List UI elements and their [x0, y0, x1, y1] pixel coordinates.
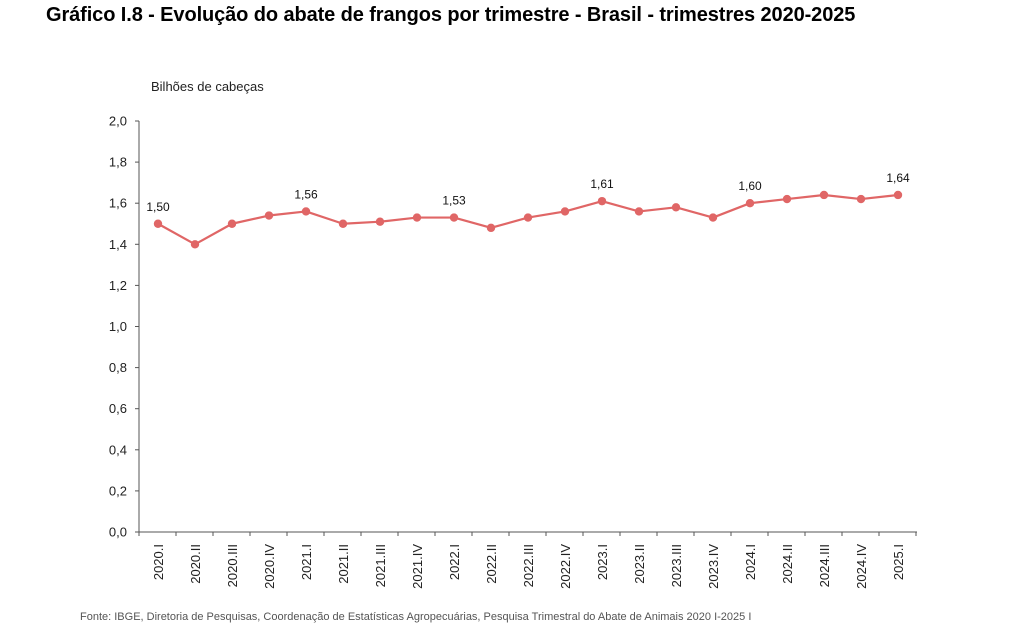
data-point [856, 194, 866, 204]
y-axis-ticks: 0,0 0,2 0,4 0,6 0,8 1,0 1,2 1,4 1,6 1,8 2,0 [109, 114, 139, 540]
x-tick-label: 2020.I [151, 544, 166, 580]
data-label: 1,56 [294, 187, 318, 201]
y-tick-label: 0,0 [109, 525, 127, 540]
x-tick-label: 2020.II [188, 544, 203, 584]
data-point [560, 207, 570, 216]
data-point [634, 207, 644, 216]
data-point [412, 213, 422, 222]
data-label: 1,60 [738, 179, 762, 193]
data-label: 1,50 [146, 200, 170, 214]
data-point [523, 213, 533, 222]
x-tick-label: 2021.II [336, 544, 351, 584]
x-tick-label: 2023.IV [706, 544, 721, 589]
x-tick-label: 2022.IV [558, 544, 573, 589]
data-point [338, 219, 348, 228]
data-point [190, 240, 200, 249]
y-tick-label: 0,6 [109, 401, 127, 416]
data-point [819, 190, 829, 200]
x-tick-label: 2021.IV [410, 544, 425, 589]
source-note: Fonte: IBGE, Diretoria de Pesquisas, Coo… [80, 611, 752, 623]
data-label: 1,61 [590, 177, 614, 191]
chart-title: Gráfico I.8 - Evolução do abate de frang… [46, 4, 856, 26]
data-point [153, 219, 163, 228]
x-tick-label: 2023.II [632, 544, 647, 584]
data-point [375, 217, 385, 226]
x-tick-label: 2024.III [817, 544, 832, 587]
x-tick-label: 2020.III [225, 544, 240, 587]
x-tick-label: 2023.I [595, 544, 610, 580]
x-tick-label: 2020.IV [262, 544, 277, 589]
data-point [486, 223, 496, 233]
y-tick-label: 1,0 [109, 319, 127, 334]
chart-axes [138, 121, 917, 533]
x-tick-label: 2024.I [743, 544, 758, 580]
data-label: 1,64 [886, 171, 910, 185]
x-tick-label: 2022.II [484, 544, 499, 584]
y-tick-label: 1,8 [109, 155, 127, 170]
x-axis-ticks: 2020.I 2020.II 2020.III 2020.IV 2021.I 2021.I… [138, 532, 917, 589]
y-tick-label: 0,4 [109, 442, 127, 457]
y-tick-label: 1,4 [109, 237, 127, 252]
data-point [227, 219, 237, 228]
data-point [449, 213, 459, 222]
data-points [153, 190, 903, 249]
data-point [597, 196, 607, 206]
data-point [671, 203, 681, 212]
data-point [782, 194, 792, 204]
data-point [301, 207, 311, 216]
data-point [708, 213, 718, 222]
y-tick-label: 0,8 [109, 360, 127, 375]
y-axis-unit-label: Bilhões de cabeças [151, 79, 264, 94]
x-tick-label: 2024.IV [854, 544, 869, 589]
x-tick-label: 2022.I [447, 544, 462, 580]
data-point [893, 190, 903, 200]
x-tick-label: 2024.II [780, 544, 795, 584]
data-point [745, 199, 755, 208]
data-labels: 1,50 1,56 1,53 1,61 1,60 1,64 [146, 171, 910, 214]
y-tick-label: 0,2 [109, 483, 127, 498]
x-tick-label: 2021.I [299, 544, 314, 580]
y-tick-label: 1,6 [109, 196, 127, 211]
data-label: 1,53 [442, 194, 466, 208]
y-tick-label: 2,0 [109, 114, 127, 129]
x-tick-label: 2021.III [373, 544, 388, 587]
x-tick-label: 2023.III [669, 544, 684, 587]
x-tick-label: 2025.I [891, 544, 906, 580]
y-tick-label: 1,2 [109, 278, 127, 293]
data-point [264, 211, 274, 220]
x-tick-label: 2022.III [521, 544, 536, 587]
